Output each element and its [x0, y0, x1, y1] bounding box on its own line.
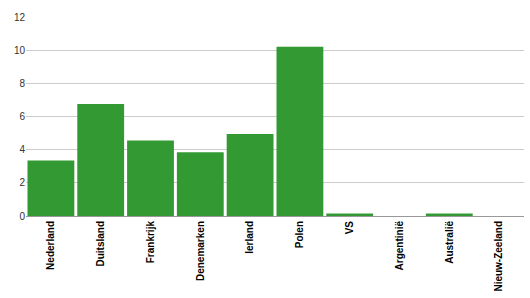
- svg-text:Argentinië: Argentinië: [394, 221, 405, 271]
- svg-text:Ierland: Ierland: [244, 221, 255, 254]
- svg-text:2: 2: [19, 177, 25, 188]
- svg-text:Denemarken: Denemarken: [195, 221, 206, 281]
- svg-text:Nieuw-Zeeland: Nieuw-Zeeland: [493, 221, 504, 292]
- svg-text:4: 4: [19, 144, 25, 155]
- svg-text:12: 12: [14, 12, 26, 23]
- svg-text:Frankrijk: Frankrijk: [145, 221, 156, 264]
- svg-text:Duitsland: Duitsland: [95, 221, 106, 267]
- svg-text:10: 10: [14, 45, 26, 56]
- svg-text:6: 6: [19, 111, 25, 122]
- svg-text:VS: VS: [344, 221, 355, 235]
- svg-text:8: 8: [19, 78, 25, 89]
- svg-text:0: 0: [19, 211, 25, 222]
- svg-text:Polen: Polen: [294, 221, 305, 248]
- svg-text:Australië: Australië: [444, 221, 455, 264]
- svg-text:Nederland: Nederland: [45, 221, 56, 270]
